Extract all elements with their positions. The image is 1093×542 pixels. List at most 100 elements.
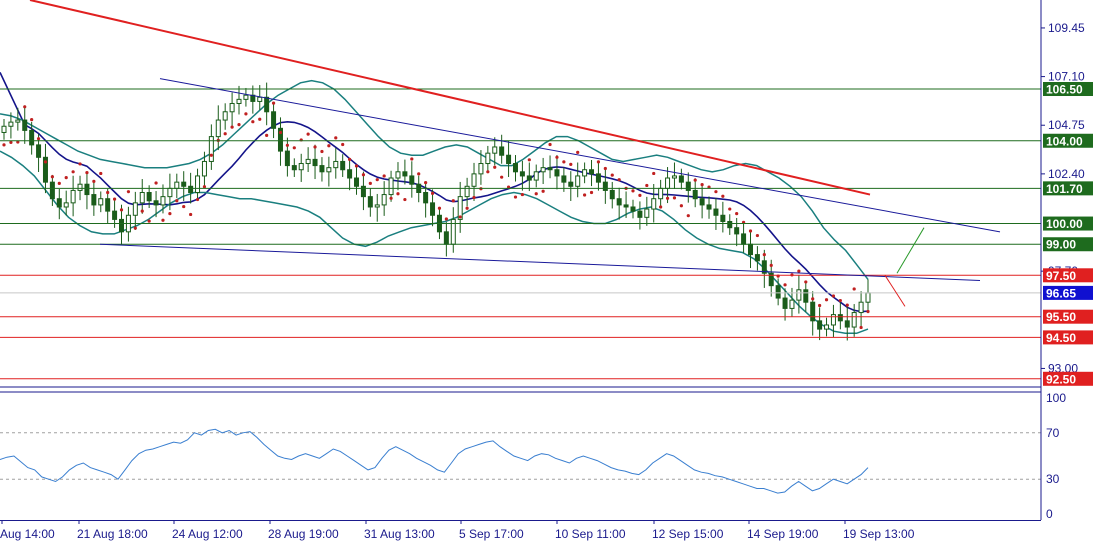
candle-body (98, 198, 104, 206)
candle-body (388, 177, 394, 196)
sar-dot (64, 175, 68, 180)
sar-dot (735, 212, 739, 216)
sar-dot (43, 160, 48, 164)
candle-body (734, 227, 740, 235)
sar-dot (223, 132, 227, 136)
sar-dot (638, 193, 642, 197)
candle-body (623, 204, 629, 208)
sar-dot (230, 125, 234, 129)
rsi-tick-label: 0 (1046, 507, 1053, 521)
candle-body (22, 119, 28, 131)
candle-body (658, 187, 664, 200)
sar-dot (493, 165, 497, 169)
candle-body (119, 218, 125, 233)
candle-body (305, 158, 311, 165)
sar-dot (244, 112, 248, 116)
sar-dot (147, 219, 151, 223)
sar-dot (679, 204, 683, 208)
sar-dot (769, 263, 773, 267)
sar-dot (500, 175, 504, 179)
sar-dot (403, 197, 407, 202)
sar-dot (845, 303, 849, 307)
sar-dot (106, 190, 110, 195)
candle-body (319, 165, 325, 173)
candle-body (506, 154, 512, 165)
sar-dot (465, 206, 469, 210)
candle-body (568, 181, 574, 187)
sar-dot (783, 283, 787, 287)
sar-dot (126, 190, 131, 194)
sar-dot (92, 179, 96, 183)
level-badge-text: 106.50 (1046, 83, 1083, 97)
level-badge (1043, 181, 1093, 196)
candle-body (181, 181, 187, 187)
blue-upper-trendline (159, 78, 1001, 233)
candle-body (761, 260, 767, 274)
candle-body (367, 196, 373, 208)
sar-dot (410, 157, 414, 161)
level-badge-text: 92.50 (1046, 372, 1076, 386)
sar-dot (354, 164, 359, 168)
level-lines-layer (0, 88, 1041, 380)
candle-body (817, 320, 823, 330)
level-badge-text: 99.00 (1046, 238, 1076, 252)
sar-dot (9, 140, 13, 145)
candle-body (174, 181, 180, 189)
sar-dot (562, 160, 566, 164)
level-badge (1043, 82, 1093, 97)
candle-body (36, 144, 42, 158)
candle-body (637, 210, 643, 218)
candle-body (312, 158, 318, 167)
sar-dot (285, 143, 289, 147)
blue-lower-trendline (99, 243, 981, 281)
sar-dot (36, 137, 41, 141)
candle-body (644, 208, 650, 218)
sar-dot (714, 190, 718, 194)
parabolic-sar-layer (2, 101, 870, 330)
sar-dot (458, 215, 462, 219)
candle-body (526, 175, 532, 181)
candle-body (824, 324, 830, 330)
sar-dot (154, 181, 158, 185)
candle-body (423, 192, 429, 204)
price-tick-label: 109.45 (1048, 21, 1085, 35)
sar-dot (430, 191, 435, 195)
level-badge (1043, 330, 1093, 345)
bollinger-upper-band (0, 79, 869, 280)
bearish-projection-line (884, 275, 906, 307)
sar-dot (348, 157, 352, 161)
rsi-line (0, 428, 869, 494)
sar-dot (382, 174, 386, 178)
sar-dot (389, 196, 393, 200)
candle-body (485, 152, 491, 165)
level-badge-text: 100.00 (1046, 217, 1083, 231)
sar-dot (472, 195, 476, 200)
candle-body (540, 167, 546, 173)
candle-body (851, 312, 857, 328)
sar-dot (168, 212, 172, 216)
candle-body (201, 160, 207, 177)
sar-dot (652, 171, 656, 176)
time-tick-label: 12 Sep 15:00 (652, 527, 724, 541)
sar-dot (437, 206, 442, 210)
candle-body (519, 171, 525, 177)
sar-dot (140, 209, 144, 213)
candle-body (747, 243, 753, 256)
sar-dot (576, 150, 580, 154)
sar-dot (645, 183, 649, 188)
candle-body (347, 169, 353, 179)
candle-body (243, 94, 249, 100)
sar-dot (278, 130, 283, 135)
sar-dot (603, 166, 607, 171)
sar-dot (195, 197, 200, 202)
sar-dot (209, 153, 213, 157)
candle-body (685, 181, 691, 191)
sar-dot (721, 194, 725, 198)
candle-body (595, 173, 601, 183)
time-tick-label: 28 Aug 19:00 (268, 527, 339, 541)
candle-body (678, 175, 684, 183)
time-tick-label: Aug 14:00 (0, 527, 55, 541)
